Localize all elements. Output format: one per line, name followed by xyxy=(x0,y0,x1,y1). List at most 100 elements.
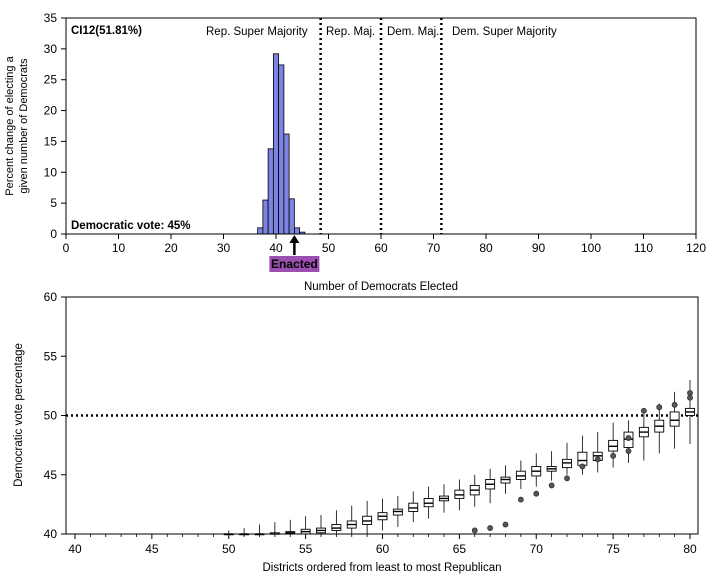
top-y-tick-label: 25 xyxy=(44,73,58,87)
top-x-tick-label: 50 xyxy=(322,241,336,255)
top-y-tick-label: 10 xyxy=(44,165,58,179)
top-tick-group: 0 10 20 30 40 50 60 70 80 90 100 110 120 0 5 10 15 20 25 30… xyxy=(44,11,707,255)
boxplot xyxy=(654,403,665,454)
boxplot xyxy=(377,498,388,531)
histogram-bar xyxy=(272,53,280,235)
top-x-tick-label: 90 xyxy=(532,241,546,255)
boxplot xyxy=(285,519,296,535)
histogram-bar xyxy=(288,198,295,235)
boxplot xyxy=(346,505,357,534)
boxplot-box xyxy=(669,411,680,427)
histogram-bar xyxy=(293,227,301,235)
histogram-bar xyxy=(278,64,285,235)
boxplot-outlier xyxy=(564,475,570,482)
bottom-y-tick-label: 60 xyxy=(44,290,58,304)
boxplot-box xyxy=(577,451,588,466)
threshold-label-rep-super: Rep. Super Majority xyxy=(206,26,308,38)
top-x-tick-label: 10 xyxy=(112,241,126,255)
boxplot-outlier xyxy=(656,404,663,411)
boxplot-outlier xyxy=(502,521,509,528)
histogram-panel: Percent change of electing a given numbe… xyxy=(4,11,706,293)
enacted-label-box xyxy=(269,256,320,272)
top-x-axis-label: Number of Democrats Elected xyxy=(304,281,458,293)
boxplot xyxy=(254,524,265,536)
boxplot-outlier xyxy=(471,527,478,534)
boxplot xyxy=(546,451,557,489)
histogram-bar xyxy=(267,148,274,235)
bottom-x-tick-label: 70 xyxy=(530,542,544,556)
boxplot-outlier xyxy=(517,496,524,503)
boxplot xyxy=(408,491,419,523)
boxplot xyxy=(439,484,449,513)
bottom-plot-frame xyxy=(65,296,699,535)
top-x-tick-label: 110 xyxy=(634,241,653,255)
boxplot xyxy=(362,500,373,534)
enacted-label: Enacted xyxy=(271,257,318,271)
bottom-y-axis-label: Democratic vote percentage xyxy=(13,343,25,487)
bottom-y-tick-label: 55 xyxy=(44,349,58,363)
boxplot xyxy=(592,432,603,473)
boxplot-outlier xyxy=(533,490,540,497)
top-y-axis-label: given number of Democrats xyxy=(18,58,30,194)
top-x-tick-label: 0 xyxy=(63,241,70,255)
boxplot xyxy=(500,465,511,528)
bottom-y-tick-label: 50 xyxy=(44,409,58,423)
top-y-tick-label: 20 xyxy=(44,104,58,118)
boxplot xyxy=(469,474,480,534)
top-x-tick-label: 80 xyxy=(479,241,493,255)
bottom-x-tick-label: 75 xyxy=(606,542,620,556)
boxplot-outlier xyxy=(548,482,555,489)
boxplot xyxy=(623,420,634,463)
top-y-tick-label: 30 xyxy=(44,42,58,56)
top-x-tick-label: 20 xyxy=(164,241,178,255)
top-y-tick-label: 15 xyxy=(44,134,58,148)
top-x-tick-label: 40 xyxy=(269,241,283,255)
boxplot xyxy=(515,460,526,503)
top-y-axis-label: Percent change of electing a xyxy=(4,55,16,195)
threshold-lines xyxy=(319,18,443,234)
boxplot xyxy=(454,479,465,511)
enacted-arrow-head xyxy=(289,235,300,243)
boxplot xyxy=(531,453,542,497)
top-x-tick-label: 120 xyxy=(686,241,706,255)
bottom-x-tick-label: 45 xyxy=(145,542,159,556)
plan-annotation: CI12(51.81%) xyxy=(71,25,142,37)
top-y-tick-label: 5 xyxy=(50,196,57,210)
boxplot-outlier xyxy=(610,452,617,459)
boxplot-outlier xyxy=(687,394,693,401)
top-x-tick-label: 30 xyxy=(217,241,231,255)
bottom-y-tick-label: 45 xyxy=(44,468,58,482)
boxplot xyxy=(331,510,342,534)
top-x-tick-label: 100 xyxy=(581,241,601,255)
bottom-x-tick-label: 80 xyxy=(683,542,697,556)
boxplot-outlier xyxy=(579,463,586,470)
boxplot xyxy=(577,435,588,475)
top-plot-frame xyxy=(65,17,697,235)
bottom-x-tick-label: 65 xyxy=(453,542,467,556)
boxplot xyxy=(423,486,434,519)
boxplot xyxy=(392,496,403,527)
boxplot-outlier xyxy=(687,390,693,396)
bottom-x-tick-label: 60 xyxy=(376,542,390,556)
boxplot-outlier xyxy=(487,525,494,531)
boxplot xyxy=(316,515,326,534)
histogram-bars xyxy=(257,53,306,235)
boxplot xyxy=(685,379,695,444)
histogram-bar xyxy=(283,133,290,235)
boxplot xyxy=(608,422,619,468)
top-x-tick-label: 60 xyxy=(374,241,388,255)
boxplot-panel: Democratic vote percentage 40 45 50 55 60 65 7… xyxy=(13,290,699,574)
boxplot xyxy=(300,516,311,535)
vote-annotation: Democratic vote: 45% xyxy=(71,220,191,232)
top-x-tick-label: 70 xyxy=(427,241,441,255)
enacted-marker: Enacted xyxy=(269,235,320,272)
boxplot-outlier xyxy=(640,407,647,414)
top-y-tick-label: 35 xyxy=(44,11,58,25)
bottom-x-tick-label: 50 xyxy=(222,542,236,556)
boxplot-outlier xyxy=(625,435,632,441)
threshold-label-dem-super: Dem. Super Majority xyxy=(452,26,557,38)
threshold-label-dem-maj: Dem. Maj. xyxy=(387,26,439,38)
boxplot-outlier xyxy=(625,448,632,454)
boxplot xyxy=(669,391,680,449)
